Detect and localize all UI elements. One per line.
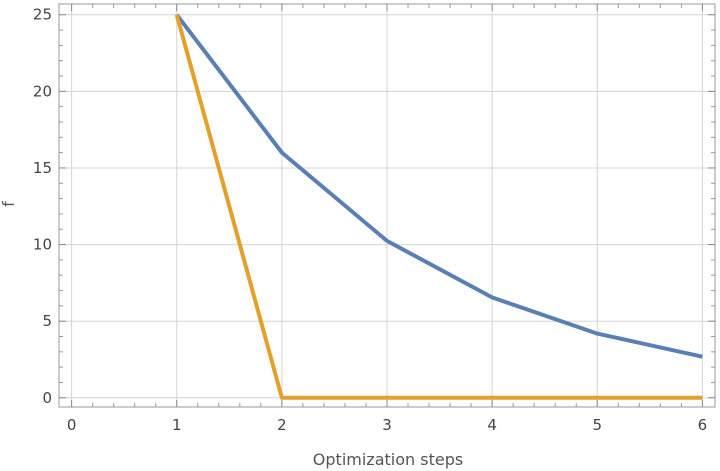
grid-lines — [59, 4, 715, 407]
axis-ticks — [59, 4, 715, 407]
x-tick-label: 5 — [592, 416, 602, 434]
y-tick-label: 20 — [33, 82, 52, 100]
y-tick-label: 5 — [42, 312, 52, 330]
x-tick-label: 3 — [382, 416, 392, 434]
x-tick-label: 4 — [487, 416, 497, 434]
x-tick-label: 0 — [67, 416, 77, 434]
y-tick-label: 10 — [33, 236, 52, 254]
series-layer — [174, 13, 703, 400]
x-axis-label: Optimization steps — [313, 450, 463, 469]
series-line-1 — [175, 13, 703, 359]
y-tick-label: 25 — [33, 6, 52, 24]
y-axis-label: f — [0, 201, 18, 207]
y-tick-label: 0 — [42, 389, 52, 407]
y-tick-label: 15 — [33, 159, 52, 177]
x-tick-label: 1 — [172, 416, 182, 434]
x-tick-label: 6 — [698, 416, 708, 434]
series-line-2 — [174, 14, 703, 400]
tick-labels: 0 1 2 3 4 5 6 0 5 10 15 20 25 — [33, 6, 707, 434]
x-tick-label: 2 — [277, 416, 287, 434]
